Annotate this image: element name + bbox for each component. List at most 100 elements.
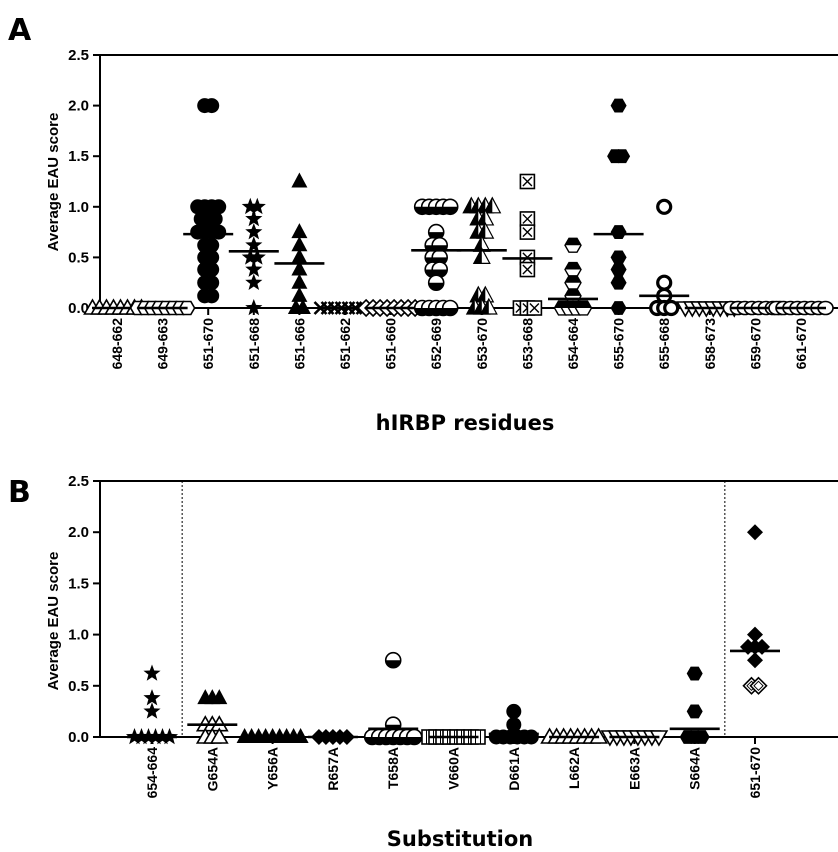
x-tick-label: 655-668 (656, 318, 672, 370)
data-point (614, 149, 631, 164)
data-point (479, 297, 498, 315)
x-tick-label: 659-670 (747, 318, 763, 370)
x-tick-label: 654-664 (565, 318, 581, 370)
y-tick-label: 2.0 (68, 98, 89, 115)
data-point (204, 249, 220, 265)
y-tick-label: 0.5 (68, 249, 89, 266)
x-tick-label: 651-666 (291, 318, 307, 370)
data-point (747, 524, 763, 541)
data-point (610, 275, 627, 290)
x-tick-label: 653-668 (519, 318, 535, 370)
panel-b-x-axis-label: Substitution (387, 827, 533, 851)
data-point (291, 286, 308, 302)
data-point (610, 301, 627, 315)
x-tick-label: 651-670 (747, 747, 763, 799)
panel-a-y-axis-label: Average EAU score (45, 113, 62, 252)
data-point (248, 197, 266, 215)
data-point (291, 273, 308, 289)
x-tick-label: 651-668 (246, 318, 262, 370)
data-point (211, 224, 227, 240)
data-point (472, 247, 491, 264)
y-tick-label: 2.5 (68, 47, 89, 64)
data-point (143, 702, 161, 719)
panel-a-x-axis-label: hIRBP residues (376, 411, 555, 435)
x-tick-label: T658A (385, 747, 401, 789)
data-point (427, 274, 445, 292)
data-point (656, 198, 673, 215)
data-point (431, 261, 449, 278)
x-tick-label: E663A (626, 747, 642, 790)
data-point (294, 299, 311, 314)
data-point (211, 199, 227, 215)
panel-a-letter: A (8, 13, 32, 48)
x-tick-label: D661A (506, 747, 522, 791)
y-tick-label: 1.0 (68, 627, 89, 644)
data-point (204, 237, 220, 253)
data-point (245, 223, 263, 240)
data-point (564, 261, 582, 278)
data-point (291, 248, 308, 264)
data-point (476, 221, 495, 239)
data-point (506, 703, 522, 719)
panel-b-y-axis-label: Average EAU score (45, 552, 62, 691)
x-tick-label: G654A (204, 747, 220, 791)
y-tick-label: 1.0 (68, 199, 89, 216)
data-point (483, 196, 502, 214)
panel-a: A Average EAU score hIRBP residues 0.0 0.… (8, 13, 838, 435)
data-point (143, 689, 161, 706)
panel-a-data-points (83, 98, 834, 318)
data-point (204, 288, 220, 304)
data-point (245, 209, 263, 227)
x-tick-label: Y656A (265, 747, 281, 790)
data-point (248, 248, 266, 265)
data-point (693, 730, 710, 744)
data-point (610, 250, 627, 265)
data-point (610, 262, 627, 277)
data-point (405, 728, 423, 746)
x-tick-label: 651-670 (200, 318, 216, 370)
data-point (204, 262, 220, 278)
data-point (656, 274, 673, 291)
data-point (245, 236, 263, 253)
data-point (519, 211, 536, 227)
x-tick-label: R657A (325, 747, 341, 791)
x-tick-label: 649-663 (155, 318, 171, 370)
data-point (291, 223, 308, 239)
data-point (663, 299, 680, 317)
data-point (209, 727, 229, 744)
x-tick-label: L662A (566, 747, 582, 789)
data-point (292, 728, 309, 743)
data-point (245, 299, 263, 316)
data-point (245, 273, 263, 290)
data-point (564, 237, 582, 253)
data-point (519, 261, 536, 278)
data-point (241, 248, 259, 265)
data-point (204, 275, 220, 291)
data-point (519, 224, 536, 240)
y-tick-label: 0.0 (68, 300, 89, 317)
data-point (384, 651, 402, 669)
panel-b-letter: B (8, 475, 31, 510)
data-point (686, 666, 703, 681)
x-tick-label: 653-670 (474, 318, 490, 370)
data-point (291, 236, 308, 252)
panel-b: B Average EAU score Substitution 0.0 0.5 1… (8, 473, 838, 851)
data-point (574, 300, 593, 316)
data-point (291, 172, 308, 188)
y-tick-label: 0.0 (68, 729, 89, 746)
x-tick-label: 654-664 (144, 747, 160, 799)
data-point (747, 626, 763, 643)
panel-a-axes: 0.0 0.5 1.0 1.5 2.0 2.5 648-662 649-663 651-670 6… (68, 47, 838, 369)
y-tick-label: 2.5 (68, 473, 89, 490)
x-tick-label: 661-670 (793, 318, 809, 370)
data-point (211, 689, 228, 705)
y-tick-label: 0.5 (68, 678, 89, 695)
data-point (526, 300, 543, 316)
data-point (291, 260, 308, 276)
data-point (610, 225, 627, 240)
x-tick-label: 658-673 (702, 318, 718, 370)
data-point (506, 717, 522, 733)
x-tick-label: S664A (687, 747, 703, 790)
data-point (747, 652, 763, 669)
